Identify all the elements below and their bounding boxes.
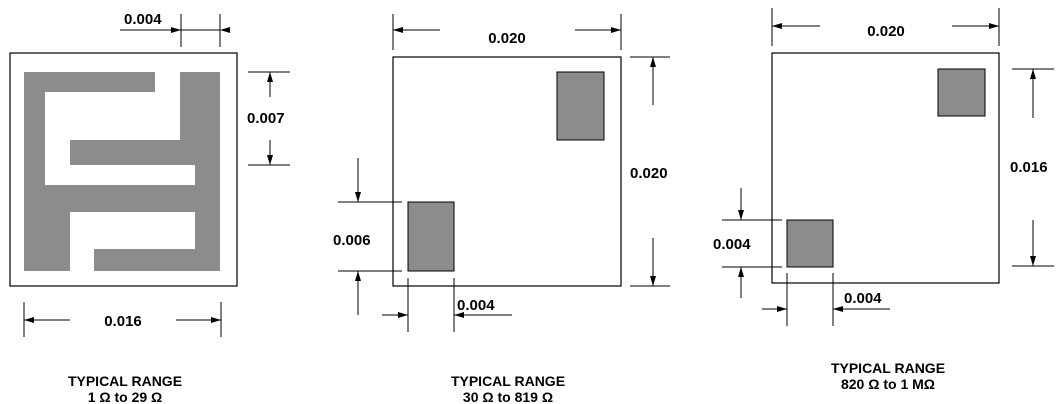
- chip-3: 0.020 0.016 0.004 0.004 TYPICAL RANGE 82…: [713, 8, 1054, 392]
- chip-3-pad-top-right: [937, 68, 986, 117]
- chip-2-pad-bottom-left: [407, 201, 455, 272]
- chip-1: 0.004 0.007 0.016 TYPICAL RANGE 1 Ω to 2…: [9, 11, 290, 404]
- chip-2-dim-right: 0.020: [630, 165, 668, 182]
- chip-3-pad-bottom-left: [786, 219, 834, 268]
- chip-3-dim-right: 0.016: [1010, 159, 1048, 176]
- chip-3-caption-title: TYPICAL RANGE: [831, 360, 945, 376]
- chip-1-dim-right: 0.007: [247, 110, 285, 127]
- chip-2: 0.020 0.020 0.006 0.004 TYPICAL RANGE 30…: [333, 14, 670, 404]
- chip-1-caption-title: TYPICAL RANGE: [68, 373, 182, 389]
- chip-2-dim-top: 0.020: [488, 30, 526, 47]
- chip-1-caption-range: 1 Ω to 29 Ω: [88, 389, 163, 404]
- chip-2-pad-top-right: [556, 71, 605, 141]
- chip-3-dim-bottom: 0.004: [844, 290, 882, 307]
- chip-2-caption-title: TYPICAL RANGE: [451, 373, 565, 389]
- chip-3-dim-left: 0.004: [713, 236, 751, 253]
- chip-3-caption-range: 820 Ω to 1 MΩ: [841, 376, 935, 392]
- chip-1-resistor-pattern: [24, 72, 220, 271]
- chip-1-dim-top: 0.004: [124, 11, 162, 28]
- chip-2-caption-range: 30 Ω to 819 Ω: [463, 389, 553, 404]
- chip-2-dim-bottom: 0.004: [457, 297, 495, 314]
- chip-3-dim-top: 0.020: [867, 23, 905, 40]
- chip-1-dim-bottom: 0.016: [104, 313, 142, 330]
- chip-2-dim-left: 0.006: [333, 232, 371, 249]
